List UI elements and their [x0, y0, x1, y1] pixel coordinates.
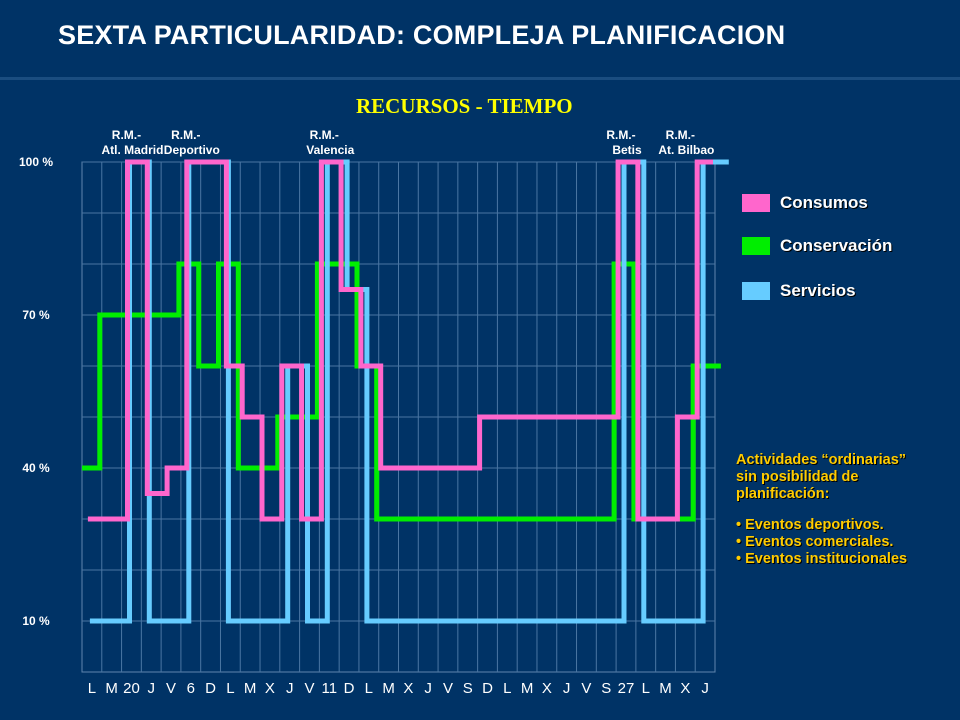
- x-tick-label: V: [166, 680, 176, 697]
- x-tick-label: J: [563, 680, 571, 697]
- x-tick-label: J: [424, 680, 432, 697]
- x-tick-label: X: [680, 680, 690, 697]
- x-tick-label: M: [105, 680, 118, 697]
- note-heading-line3: planificación:: [736, 486, 830, 502]
- x-tick-label: S: [463, 680, 473, 697]
- x-tick-label: S: [601, 680, 611, 697]
- x-tick-label: D: [344, 680, 355, 697]
- match-annotation-line2: Atl. Madrid: [101, 143, 163, 157]
- x-tick-label: L: [642, 680, 650, 697]
- x-tick-label: X: [542, 680, 552, 697]
- note-item-institucionales: Eventos institucionales: [736, 551, 956, 568]
- x-tick-label: D: [482, 680, 493, 697]
- match-annotation-line1: R.M.-: [112, 128, 141, 142]
- note-list: Eventos deportivos. Eventos comerciales.…: [736, 517, 956, 568]
- match-annotation-line2: At. Bilbao: [658, 143, 714, 157]
- x-tick-label: L: [365, 680, 373, 697]
- x-tick-label: 6: [187, 680, 195, 697]
- note-heading-line2: sin posibilidad de: [736, 469, 859, 485]
- legend-swatch-consumos: [742, 194, 770, 212]
- x-tick-label: J: [701, 680, 709, 697]
- match-annotation-line1: R.M.-: [606, 128, 635, 142]
- match-annotation-line1: R.M.-: [666, 128, 695, 142]
- match-annotation-line1: R.M.-: [310, 128, 339, 142]
- legend-item-consumos: Consumos: [742, 193, 868, 213]
- x-tick-label: M: [382, 680, 395, 697]
- legend-label-servicios: Servicios: [780, 281, 856, 300]
- activities-note: Actividades “ordinarias” sin posibilidad…: [736, 452, 956, 568]
- legend-swatch-servicios: [742, 282, 770, 300]
- title-divider: [0, 77, 960, 80]
- x-tick-label: M: [659, 680, 672, 697]
- chart-series: [82, 159, 729, 624]
- y-tick-label: 40 %: [22, 461, 50, 475]
- page-title: SEXTA PARTICULARIDAD: COMPLEJA PLANIFICA…: [58, 20, 786, 50]
- series-line-consumos: [87, 159, 713, 522]
- y-tick-label: 70 %: [22, 308, 50, 322]
- legend-item-servicios: Servicios: [742, 281, 856, 301]
- x-tick-label: L: [88, 680, 96, 697]
- legend-swatch-conservacion: [742, 237, 770, 255]
- x-tick-label: L: [503, 680, 511, 697]
- x-tick-label: V: [304, 680, 314, 697]
- x-tick-label: X: [265, 680, 275, 697]
- y-tick-label: 10 %: [22, 614, 50, 628]
- note-heading-line1: Actividades “ordinarias”: [736, 452, 907, 468]
- x-tick-label: 27: [618, 680, 635, 697]
- series-line-servicios: [89, 159, 729, 624]
- legend-label-consumos: Consumos: [780, 193, 868, 212]
- legend-item-conservacion: Conservación: [742, 236, 892, 256]
- match-annotation-line2: Betis: [612, 143, 642, 157]
- x-tick-label: V: [581, 680, 591, 697]
- match-annotation-line2: Valencia: [306, 143, 354, 157]
- x-tick-label: D: [205, 680, 216, 697]
- x-tick-label: M: [521, 680, 534, 697]
- match-annotation-line1: R.M.-: [171, 128, 200, 142]
- series-line-conservación: [82, 261, 721, 522]
- x-tick-label: M: [244, 680, 257, 697]
- chart-labels: 100 %70 %40 %10 %L M 20 J V 6 D L M X J V 11 D L M X J V S D…: [19, 128, 714, 697]
- x-tick-label: 20: [123, 680, 140, 697]
- x-tick-label: L: [226, 680, 234, 697]
- note-item-deportivos: Eventos deportivos.: [736, 517, 956, 534]
- note-item-comerciales: Eventos comerciales.: [736, 534, 956, 551]
- y-tick-label: 100 %: [19, 155, 53, 169]
- x-tick-label: 11: [321, 680, 337, 697]
- x-tick-label: J: [286, 680, 294, 697]
- x-tick-label: V: [443, 680, 453, 697]
- legend-label-conservacion: Conservación: [780, 236, 893, 255]
- x-tick-label: J: [147, 680, 155, 697]
- chart-subtitle: RECURSOS - TIEMPO: [356, 94, 573, 118]
- x-tick-label: X: [403, 680, 413, 697]
- match-annotation-line2: Deportivo: [164, 143, 220, 157]
